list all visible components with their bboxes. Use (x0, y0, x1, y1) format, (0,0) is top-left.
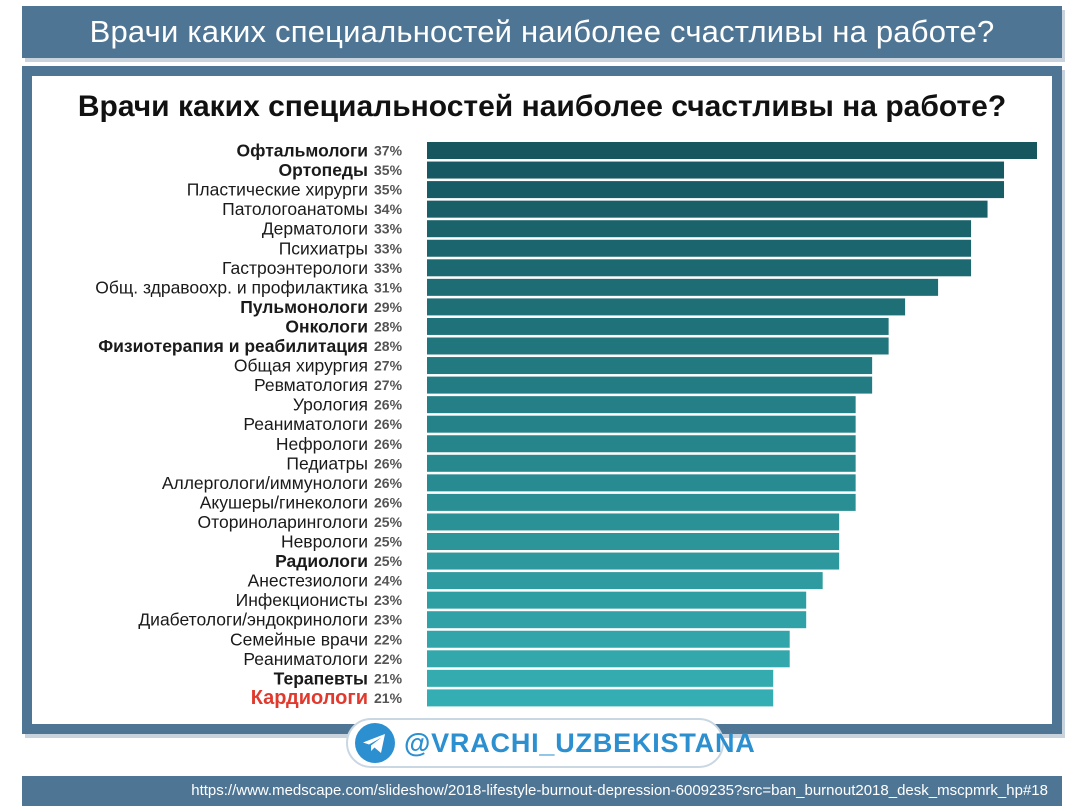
category-label: Инфекционисты (236, 590, 368, 610)
value-label: 26% (374, 436, 403, 452)
value-label: 26% (374, 475, 403, 491)
category-label: Радиологи (275, 551, 368, 571)
category-label: Психиатры (279, 238, 368, 258)
category-label: Урология (293, 395, 368, 415)
category-label: Пульмонологи (240, 297, 368, 317)
category-label: Оториноларингологи (198, 512, 368, 532)
bar (427, 220, 972, 238)
bar (427, 454, 856, 472)
bar (427, 298, 906, 316)
bar (427, 493, 856, 511)
bar (427, 239, 972, 257)
bar (427, 415, 856, 433)
value-label: 27% (374, 358, 403, 374)
bar (427, 396, 856, 414)
category-label: Гастроэнтерологи (222, 258, 368, 278)
bar (427, 552, 840, 570)
category-label: Терапевты (274, 668, 368, 688)
value-label: 33% (374, 221, 403, 237)
bar (427, 533, 840, 550)
category-label: Дерматологи (262, 219, 368, 239)
value-label: 22% (374, 651, 403, 667)
category-label: Неврологи (281, 532, 368, 552)
category-label: Пластические хирурги (187, 180, 368, 200)
category-label: Онкологи (285, 316, 368, 336)
bar (427, 513, 840, 531)
source-footer: https://www.medscape.com/slideshow/2018-… (22, 776, 1062, 806)
bar (427, 259, 972, 277)
bar (427, 376, 873, 394)
bar (427, 181, 1005, 199)
source-url[interactable]: https://www.medscape.com/slideshow/2018-… (191, 782, 1048, 799)
bar (427, 161, 1005, 179)
category-label: Семейные врачи (230, 629, 368, 649)
value-label: 21% (374, 670, 403, 686)
bar (427, 572, 823, 590)
bar (427, 200, 988, 218)
bar (427, 142, 1037, 159)
category-label: Педиатры (286, 453, 368, 473)
category-label: Общ. здравоохр. и профилактика (95, 277, 368, 297)
value-label: 28% (374, 338, 403, 354)
value-label: 22% (374, 631, 403, 647)
value-label: 27% (374, 377, 403, 393)
category-label: Реаниматологи (243, 414, 368, 434)
value-label: 37% (374, 143, 403, 159)
bar (427, 650, 790, 668)
telegram-handle-badge[interactable]: @VRACHI_UZBEKISTANA (346, 718, 755, 768)
value-label: 26% (374, 397, 403, 413)
value-label: 35% (374, 162, 403, 178)
bar (427, 317, 889, 335)
category-label: Нефрологи (276, 434, 368, 454)
bar (427, 611, 807, 629)
category-label: Кардиологи (251, 687, 368, 709)
value-label: 35% (374, 182, 403, 198)
bar (427, 689, 774, 707)
value-label: 25% (374, 534, 403, 550)
value-label: 28% (374, 318, 403, 334)
chart-panel: Врачи каких специальностей наиболее счас… (32, 76, 1052, 724)
category-label: Патологоанатомы (222, 199, 368, 219)
value-label: 24% (374, 573, 403, 589)
bar (427, 669, 774, 687)
category-label: Акушеры/гинекологи (200, 492, 368, 512)
value-label: 23% (374, 612, 403, 628)
value-label: 31% (374, 279, 403, 295)
chart-frame: Врачи каких специальностей наиболее счас… (22, 66, 1062, 734)
bar (427, 357, 873, 375)
bar (427, 474, 856, 492)
category-label: Диабетологи/эндокринологи (138, 610, 368, 630)
value-label: 26% (374, 455, 403, 471)
value-label: 34% (374, 201, 403, 217)
value-label: 26% (374, 416, 403, 432)
value-label: 29% (374, 299, 403, 315)
category-label: Аллергологи/иммунологи (162, 473, 368, 493)
value-label: 21% (374, 690, 403, 706)
bar (427, 337, 889, 355)
category-label: Ортопеды (279, 160, 368, 180)
category-label: Общая хирургия (234, 356, 368, 376)
bar (427, 591, 807, 609)
category-label: Реаниматологи (243, 649, 368, 669)
bar-chart: Офтальмологи 37% Ортопеды 35% Пластические х… (95, 141, 1037, 709)
category-label: Офтальмологи (237, 141, 368, 161)
chart-title: Врачи каких специальностей наиболее счас… (77, 90, 1007, 123)
bar (427, 435, 856, 453)
value-label: 26% (374, 494, 403, 510)
category-label: Ревматология (254, 375, 368, 395)
bar (427, 278, 939, 296)
category-label: Физиотерапия и реабилитация (98, 336, 368, 356)
category-label: Анестезиологи (248, 571, 368, 591)
value-label: 33% (374, 260, 403, 276)
value-label: 25% (374, 553, 403, 569)
value-label: 33% (374, 240, 403, 256)
telegram-handle: @VRACHI_UZBEKISTANA (404, 728, 756, 758)
banner-title: Врачи каких специальностей наиболее счас… (22, 6, 1062, 58)
bar (427, 630, 790, 648)
telegram-icon (355, 723, 395, 763)
value-label: 25% (374, 514, 403, 530)
value-label: 23% (374, 592, 403, 608)
